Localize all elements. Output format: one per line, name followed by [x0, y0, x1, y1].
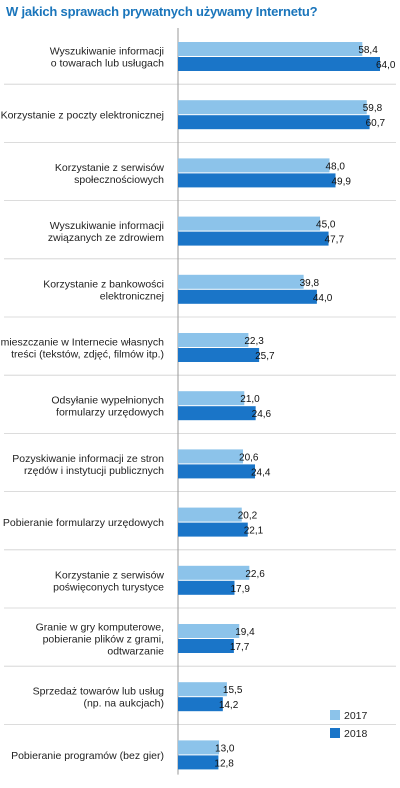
value-label-2017: 20,2 [238, 511, 258, 522]
value-label-2018: 64,0 [376, 60, 396, 71]
legend-label-2017: 2017 [344, 710, 368, 722]
bar-2017 [178, 333, 249, 347]
value-label-2018: 14,2 [219, 700, 239, 711]
legend-swatch-2018 [330, 728, 340, 738]
bar-2018 [178, 231, 329, 246]
bar-2017 [178, 391, 245, 406]
category-label: Korzystanie z bankowości elektronicznej [43, 278, 164, 302]
bar-2017 [178, 740, 220, 755]
value-label-2018: 12,8 [214, 758, 234, 769]
value-label-2017: 48,0 [326, 161, 346, 172]
value-label-2017: 20,6 [239, 452, 259, 463]
bar-2017 [178, 274, 304, 289]
value-label-2018: 49,9 [331, 176, 351, 187]
bar-2018 [178, 639, 234, 653]
value-label-2018: 60,7 [366, 118, 386, 129]
bar-2017 [178, 216, 321, 231]
category-label: Wyszukiwanie informacji o towarach lub us… [50, 46, 164, 70]
value-label-2018: 47,7 [325, 235, 345, 246]
category-label: Umieszczanie w Internecie własnych treści… [0, 337, 164, 361]
value-label-2018: 22,1 [244, 526, 264, 537]
value-label-2018: 44,0 [313, 293, 333, 304]
value-label-2017: 15,5 [223, 685, 243, 696]
value-label-2018: 24,6 [252, 409, 272, 420]
category-label: Odsyłanie wypełnionych formularzy urzędow… [51, 395, 164, 419]
bar-2018 [178, 406, 256, 421]
bar-2018 [178, 289, 317, 304]
chart-title: W jakich sprawach prywatnych używamy Int… [6, 4, 318, 19]
category-label: Korzystanie z poczty elektronicznej [1, 110, 164, 122]
category-label: Sprzedaż towarów lub usług (np. na aukcja… [33, 686, 164, 710]
bar-2018 [178, 697, 223, 712]
value-label-2018: 17,7 [230, 642, 250, 653]
value-label-2017: 58,4 [358, 45, 378, 56]
category-label: Granie w gry komputerowe, pobieranie plik… [36, 622, 165, 658]
bar-2018 [178, 755, 219, 770]
bar-2017 [178, 682, 227, 697]
bar-2017 [178, 507, 242, 522]
bar-2018 [178, 115, 370, 130]
bar-2018 [178, 522, 248, 537]
value-label-2017: 21,0 [240, 394, 260, 405]
legend-label-2018: 2018 [344, 728, 368, 740]
value-label-2017: 22,3 [244, 336, 264, 347]
category-label: Pobieranie formularzy urzędowych [3, 517, 164, 529]
bar-2017 [178, 449, 244, 464]
bar-2018 [178, 348, 260, 362]
category-label: Pozyskiwanie informacji ze stron rzędów i… [12, 453, 164, 477]
bar-2018 [178, 464, 256, 479]
category-label: Pobieranie programów (bez gier) [11, 750, 164, 762]
bar-2017 [178, 158, 330, 173]
value-label-2017: 19,4 [235, 627, 255, 638]
category-label: Korzystanie z serwisów poświęconych turys… [53, 569, 164, 593]
category-label: Wyszukiwanie informacji związanych ze zdr… [48, 220, 164, 244]
value-label-2017: 39,8 [300, 278, 320, 289]
value-label-2017: 22,6 [245, 569, 265, 580]
value-label-2018: 24,4 [251, 467, 271, 478]
bar-2017 [178, 624, 240, 638]
value-label-2017: 13,0 [215, 743, 235, 754]
bar-2017 [178, 100, 367, 115]
value-label-2017: 45,0 [316, 220, 336, 231]
value-label-2017: 59,8 [363, 103, 383, 114]
bar-2018 [178, 580, 235, 595]
bar-2017 [178, 565, 250, 580]
legend-swatch-2017 [330, 710, 340, 720]
value-label-2018: 17,9 [230, 584, 250, 595]
bar-2018 [178, 173, 336, 188]
category-label: Korzystanie z serwisów społecznościowych [55, 162, 165, 186]
bar-2017 [178, 42, 363, 56]
bar-2018 [178, 57, 380, 71]
value-label-2018: 25,7 [255, 351, 275, 362]
